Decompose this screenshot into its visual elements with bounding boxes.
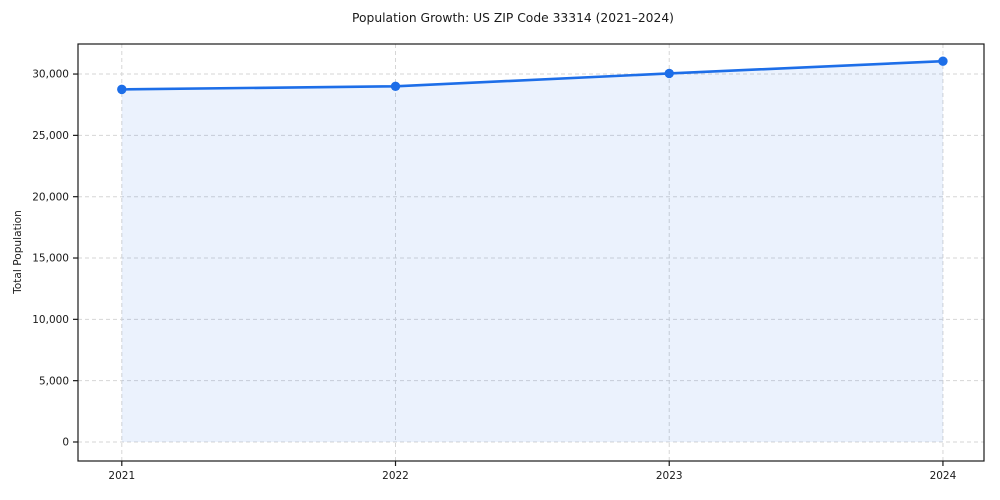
x-tick-label: 2021 — [108, 470, 135, 482]
x-tick-label: 2022 — [382, 470, 409, 482]
data-point — [390, 81, 401, 92]
y-tick-label: 0 — [62, 437, 69, 449]
data-line — [120, 59, 945, 91]
y-tick-label: 10,000 — [32, 314, 69, 326]
x-tick-label: 2023 — [656, 470, 683, 482]
x-tick-label: 2024 — [930, 470, 957, 482]
y-tick-label: 25,000 — [32, 130, 69, 142]
area-fill — [121, 61, 943, 442]
data-point — [117, 84, 127, 95]
y-tick-label: 20,000 — [32, 191, 69, 203]
y-tick-label: 5,000 — [39, 375, 69, 387]
y-tick-label: 30,000 — [32, 69, 69, 81]
chart-title: Population Growth: US ZIP Code 33314 (20… — [352, 11, 674, 25]
data-point — [664, 68, 674, 79]
plot-border — [77, 43, 985, 462]
y-tick-label: 15,000 — [32, 253, 69, 265]
data-point — [938, 56, 948, 66]
